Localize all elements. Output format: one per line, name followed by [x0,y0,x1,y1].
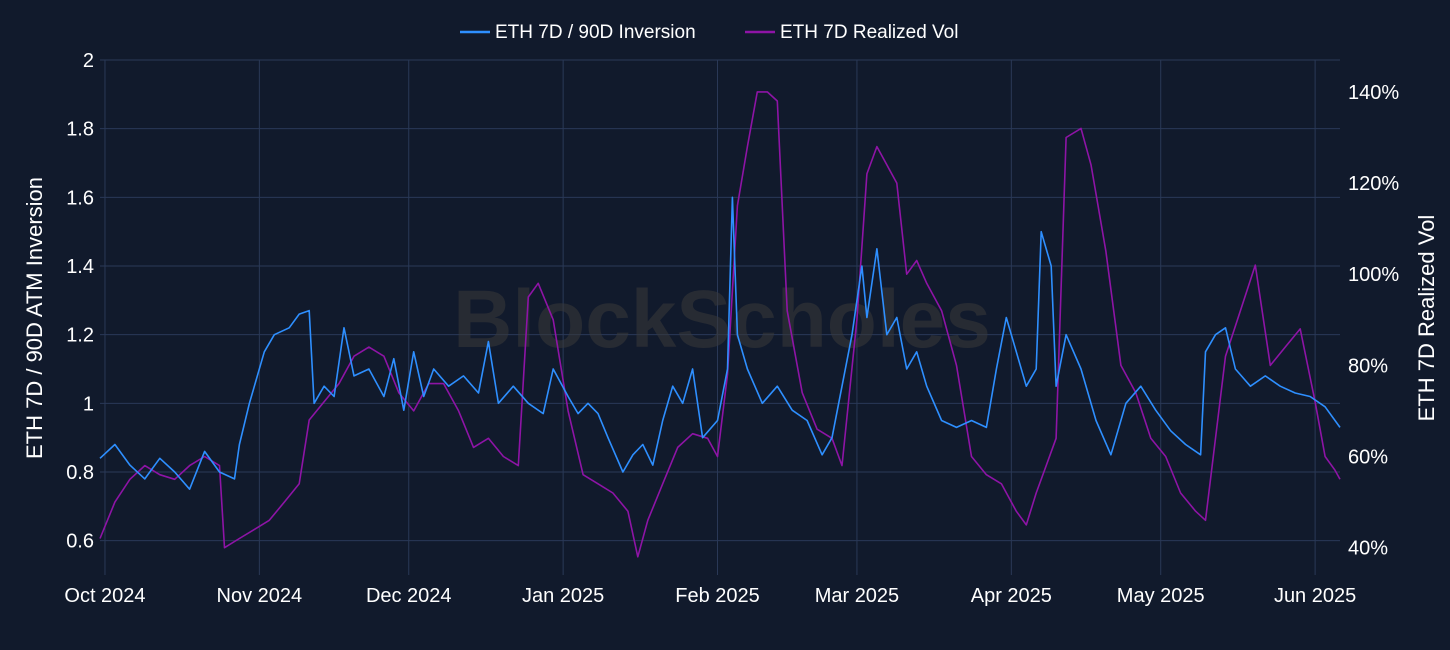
series-line-inversion [99,196,1341,491]
x-tick-label: Mar 2025 [815,585,900,607]
y-right-tick-label: 60% [1348,447,1388,469]
legend-label-realized-vol[interactable]: ETH 7D Realized Vol [780,22,958,43]
y-right-axis-title: ETH 7D Realized Vol [1414,215,1439,422]
legend-label-inversion[interactable]: ETH 7D / 90D Inversion [495,22,696,43]
series-layer [99,91,1341,558]
x-tick-label: Oct 2024 [64,585,145,607]
x-tick-label: May 2025 [1117,585,1205,607]
series-line-realized-vol [99,91,1341,558]
y-left-tick-label: 1.4 [66,256,94,278]
x-tick-label: Nov 2024 [217,585,303,607]
y-left-tick-label: 1 [83,393,94,415]
y-right-tick-label: 100% [1348,264,1399,286]
y-right-tick-label: 40% [1348,538,1388,560]
y-left-tick-label: 1.6 [66,187,94,209]
x-tick-label: Jun 2025 [1274,585,1356,607]
y-right-tick-label: 140% [1348,82,1399,104]
y-right-tick-label: 120% [1348,173,1399,195]
y-left-axis-title: ETH 7D / 90D ATM Inversion [22,177,47,459]
x-tick-label: Feb 2025 [675,585,760,607]
y-left-tick-label: 1.8 [66,119,94,141]
legend[interactable]: ETH 7D / 90D Inversion ETH 7D Realized V… [460,22,958,43]
x-tick-label: Apr 2025 [971,585,1052,607]
y-left-tick-label: 2 [83,50,94,72]
axis-layer: Oct 2024 Nov 2024 Dec 2024 Jan 2025 Feb 2025… [64,50,1399,607]
x-tick-label: Jan 2025 [522,585,604,607]
y-left-tick-label: 1.2 [66,325,94,347]
watermark: BlockScholes [453,274,991,365]
y-right-tick-label: 80% [1348,355,1388,377]
y-left-tick-label: 0.8 [66,462,94,484]
grid-layer [100,59,1340,575]
y-left-tick-label: 0.6 [66,531,94,553]
x-tick-label: Dec 2024 [366,585,452,607]
